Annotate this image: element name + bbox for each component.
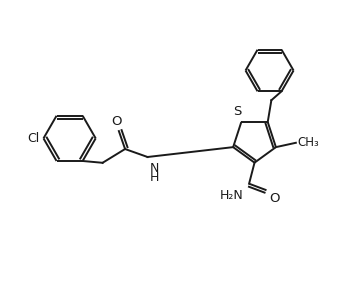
Text: H₂N: H₂N xyxy=(220,189,244,202)
Text: CH₃: CH₃ xyxy=(298,136,320,149)
Text: H: H xyxy=(149,171,159,184)
Text: O: O xyxy=(111,115,122,128)
Text: S: S xyxy=(233,105,241,118)
Text: O: O xyxy=(269,192,280,205)
Text: N: N xyxy=(149,162,159,175)
Text: Cl: Cl xyxy=(28,132,40,145)
